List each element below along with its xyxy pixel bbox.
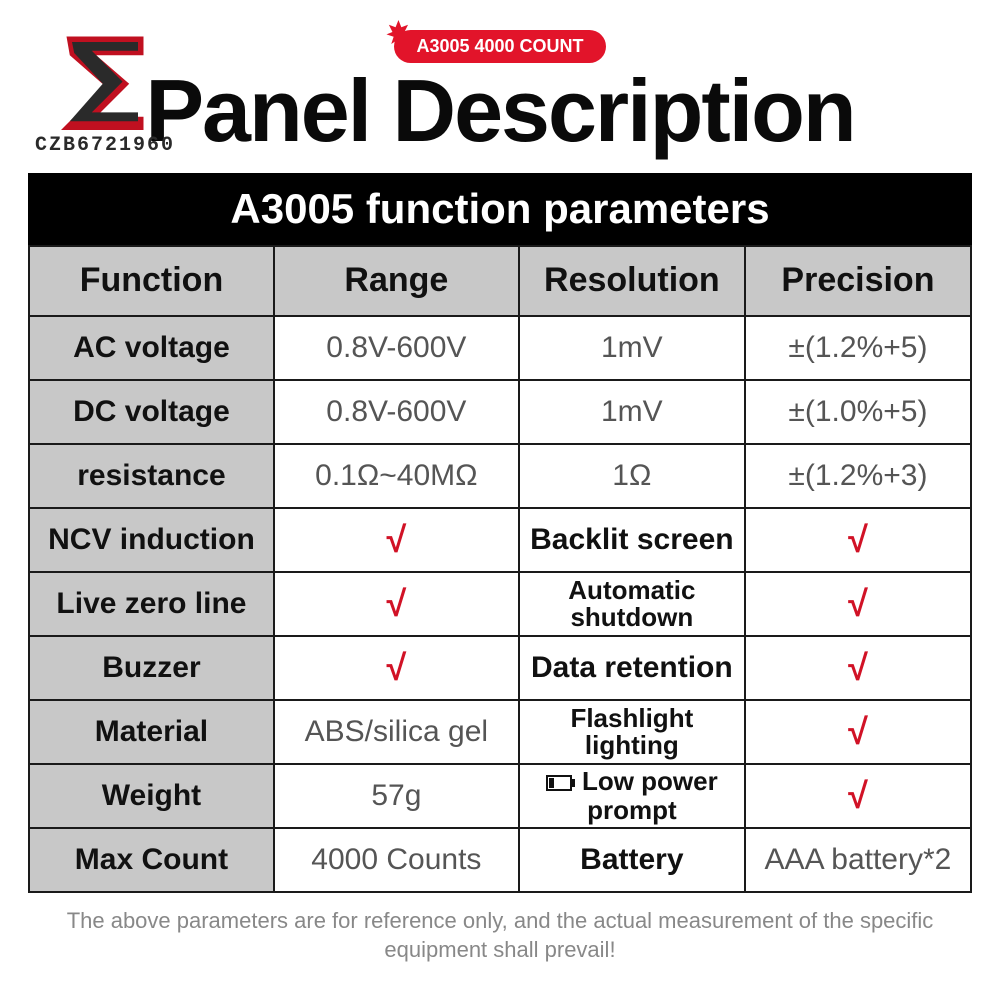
brand-logo: CZB6721960 xyxy=(20,20,190,157)
feature-value-right: √ xyxy=(745,508,971,572)
spec-row: DC voltage0.8V-600V1mV±(1.0%+5) xyxy=(29,380,971,444)
feature-value-left: √ xyxy=(274,636,519,700)
battery-icon xyxy=(546,769,576,796)
fn-label: AC voltage xyxy=(29,316,274,380)
precision-value: ±(1.0%+5) xyxy=(745,380,971,444)
col-precision: Precision xyxy=(745,246,971,316)
spec-row: AC voltage0.8V-600V1mV±(1.2%+5) xyxy=(29,316,971,380)
precision-value: ±(1.2%+5) xyxy=(745,316,971,380)
resolution-value: 1mV xyxy=(519,316,745,380)
feature-value-left: √ xyxy=(274,508,519,572)
range-value: 0.8V-600V xyxy=(274,316,519,380)
feature-label-left: Buzzer xyxy=(29,636,274,700)
range-value: 0.8V-600V xyxy=(274,380,519,444)
col-function: Function xyxy=(29,246,274,316)
feature-label-left: NCV induction xyxy=(29,508,274,572)
feature-value-right: √ xyxy=(745,764,971,828)
feature-row: NCV induction√Backlit screen√ xyxy=(29,508,971,572)
resolution-value: 1Ω xyxy=(519,444,745,508)
feature-value-left: 4000 Counts xyxy=(274,828,519,892)
fn-label: DC voltage xyxy=(29,380,274,444)
footnote: The above parameters are for reference o… xyxy=(40,907,960,964)
feature-value-left: ABS/silica gel xyxy=(274,700,519,764)
resolution-value: 1mV xyxy=(519,380,745,444)
feature-label-right: Data retention xyxy=(519,636,745,700)
feature-label-left: Max Count xyxy=(29,828,274,892)
header-row: Function Range Resolution Precision xyxy=(29,246,971,316)
feature-value-right: √ xyxy=(745,700,971,764)
table-caption: A3005 function parameters xyxy=(28,173,972,245)
feature-label-left: Live zero line xyxy=(29,572,274,636)
precision-value: ±(1.2%+3) xyxy=(745,444,971,508)
feature-value-left: 57g xyxy=(274,764,519,828)
spec-row: resistance0.1Ω~40MΩ1Ω±(1.2%+3) xyxy=(29,444,971,508)
spec-table-container: A3005 function parameters Function Range… xyxy=(28,173,972,893)
feature-label-right: Battery xyxy=(519,828,745,892)
feature-value-right: √ xyxy=(745,636,971,700)
feature-value-right: √ xyxy=(745,572,971,636)
feature-label-right: Flashlight lighting xyxy=(519,700,745,764)
feature-row: Live zero line√Automatic shutdown√ xyxy=(29,572,971,636)
feature-label-left: Weight xyxy=(29,764,274,828)
brand-text: CZB6721960 xyxy=(20,134,190,157)
col-range: Range xyxy=(274,246,519,316)
feature-row: MaterialABS/silica gelFlashlight lightin… xyxy=(29,700,971,764)
fn-label: resistance xyxy=(29,444,274,508)
model-badge: A3005 4000 COUNT xyxy=(394,30,605,63)
range-value: 0.1Ω~40MΩ xyxy=(274,444,519,508)
feature-label-right: Backlit screen xyxy=(519,508,745,572)
spec-table: Function Range Resolution Precision AC v… xyxy=(28,245,972,893)
feature-row: Max Count4000 CountsBatteryAAA battery*2 xyxy=(29,828,971,892)
feature-label-right: Automatic shutdown xyxy=(519,572,745,636)
feature-row: Weight57gLow power prompt√ xyxy=(29,764,971,828)
feature-value-left: √ xyxy=(274,572,519,636)
col-resolution: Resolution xyxy=(519,246,745,316)
feature-label-left: Material xyxy=(29,700,274,764)
feature-label-right: Low power prompt xyxy=(519,764,745,828)
feature-row: Buzzer√Data retention√ xyxy=(29,636,971,700)
feature-value-right: AAA battery*2 xyxy=(745,828,971,892)
